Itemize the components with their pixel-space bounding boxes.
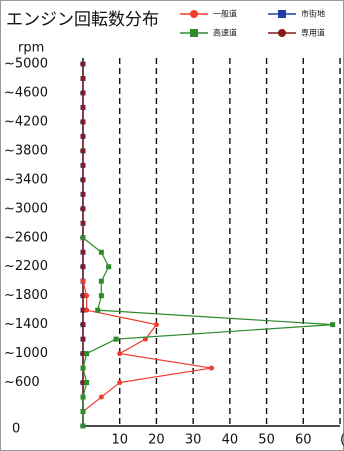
data-point xyxy=(98,293,104,299)
data-point xyxy=(330,322,336,328)
data-point xyxy=(80,394,86,400)
data-point xyxy=(80,61,86,67)
legend-label: 高速道 xyxy=(213,28,237,38)
x-tick-label: 20 xyxy=(148,433,165,448)
legend-marker xyxy=(190,29,198,37)
y-tick-label: ~4600 xyxy=(4,85,48,100)
x-tick-label: 60 xyxy=(295,433,312,448)
data-point xyxy=(106,264,112,270)
data-point xyxy=(80,90,86,96)
y-tick-label: ~3000 xyxy=(4,201,48,216)
data-point xyxy=(113,336,119,342)
y-tick-label: ~600 xyxy=(4,375,40,390)
data-point xyxy=(80,307,86,313)
data-point xyxy=(142,336,148,342)
legend-marker xyxy=(190,10,198,18)
data-point xyxy=(117,380,123,386)
x-tick-label: (% xyxy=(340,433,344,448)
data-point xyxy=(209,365,214,371)
chart-title: エンジン回転数分布 xyxy=(6,10,159,30)
x-tick-label: 50 xyxy=(258,433,275,448)
legend-marker xyxy=(278,29,286,37)
data-point xyxy=(80,75,86,81)
data-point xyxy=(80,119,86,125)
y-tick-label: ~4200 xyxy=(4,114,48,129)
data-point xyxy=(80,191,86,197)
data-point xyxy=(95,307,101,313)
data-point xyxy=(80,133,86,139)
data-point xyxy=(80,220,86,226)
data-point xyxy=(80,104,86,110)
y-tick-label: ~1400 xyxy=(4,317,48,332)
x-tick-label: 10 xyxy=(111,433,128,448)
legend-label: 市街地 xyxy=(301,9,325,19)
data-point xyxy=(80,177,86,183)
data-point xyxy=(80,162,86,168)
data-point xyxy=(80,235,86,241)
y-tick-label: ~2200 xyxy=(4,259,48,274)
data-point xyxy=(80,148,86,154)
data-point xyxy=(80,278,86,284)
data-point xyxy=(80,365,86,371)
legend-label: 一般道 xyxy=(213,9,237,19)
y-axis-label: rpm xyxy=(18,41,44,56)
y-tick-label: ~3800 xyxy=(4,143,48,158)
data-point xyxy=(80,293,86,299)
y-tick-label: ~1800 xyxy=(4,288,48,303)
data-point xyxy=(80,206,86,212)
data-point xyxy=(80,249,86,255)
y-tick-label: ~2600 xyxy=(4,230,48,245)
data-point xyxy=(98,278,104,284)
data-point xyxy=(153,322,159,328)
data-point xyxy=(117,351,123,357)
y-tick-label: ~3400 xyxy=(4,172,48,187)
x-tick-label: 30 xyxy=(185,433,202,448)
y-tick-label: 0 xyxy=(12,422,20,437)
legend-marker xyxy=(278,10,286,18)
x-tick-label: 40 xyxy=(222,433,239,448)
y-tick-label: ~5000 xyxy=(4,57,48,72)
data-point xyxy=(80,264,86,270)
y-tick-label: ~1000 xyxy=(4,346,48,361)
data-point xyxy=(98,249,104,255)
data-point xyxy=(80,336,86,342)
data-point xyxy=(84,380,90,386)
legend-label: 専用道 xyxy=(301,28,325,38)
data-point xyxy=(84,293,90,299)
data-point xyxy=(80,409,86,415)
data-point xyxy=(84,351,90,357)
data-point xyxy=(80,322,86,328)
data-point xyxy=(80,423,86,429)
data-point xyxy=(84,307,90,313)
data-point xyxy=(98,394,104,400)
